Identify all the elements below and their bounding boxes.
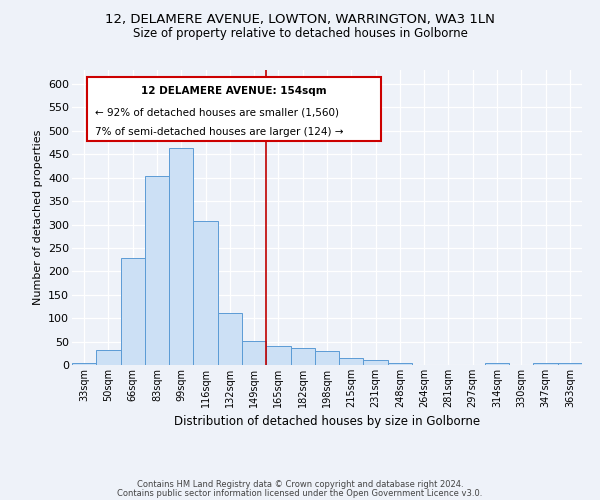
Bar bbox=[266, 346, 290, 365]
Text: Contains HM Land Registry data © Crown copyright and database right 2024.: Contains HM Land Registry data © Crown c… bbox=[137, 480, 463, 489]
Bar bbox=[339, 358, 364, 365]
Text: 7% of semi-detached houses are larger (124) →: 7% of semi-detached houses are larger (1… bbox=[95, 127, 343, 137]
Text: Contains public sector information licensed under the Open Government Licence v3: Contains public sector information licen… bbox=[118, 489, 482, 498]
Bar bbox=[96, 350, 121, 365]
Bar bbox=[364, 360, 388, 365]
Text: 12 DELAMERE AVENUE: 154sqm: 12 DELAMERE AVENUE: 154sqm bbox=[141, 86, 327, 96]
Bar bbox=[145, 176, 169, 365]
Bar bbox=[485, 362, 509, 365]
Bar bbox=[169, 148, 193, 365]
Bar bbox=[290, 348, 315, 365]
X-axis label: Distribution of detached houses by size in Golborne: Distribution of detached houses by size … bbox=[174, 416, 480, 428]
FancyBboxPatch shape bbox=[88, 78, 380, 141]
Text: 12, DELAMERE AVENUE, LOWTON, WARRINGTON, WA3 1LN: 12, DELAMERE AVENUE, LOWTON, WARRINGTON,… bbox=[105, 12, 495, 26]
Bar bbox=[242, 340, 266, 365]
Bar bbox=[121, 258, 145, 365]
Bar bbox=[72, 362, 96, 365]
Bar bbox=[315, 351, 339, 365]
Text: Size of property relative to detached houses in Golborne: Size of property relative to detached ho… bbox=[133, 28, 467, 40]
Bar bbox=[193, 221, 218, 365]
Bar bbox=[558, 362, 582, 365]
Y-axis label: Number of detached properties: Number of detached properties bbox=[32, 130, 43, 305]
Bar bbox=[388, 362, 412, 365]
Bar bbox=[533, 362, 558, 365]
Bar bbox=[218, 312, 242, 365]
Text: ← 92% of detached houses are smaller (1,560): ← 92% of detached houses are smaller (1,… bbox=[95, 108, 339, 118]
